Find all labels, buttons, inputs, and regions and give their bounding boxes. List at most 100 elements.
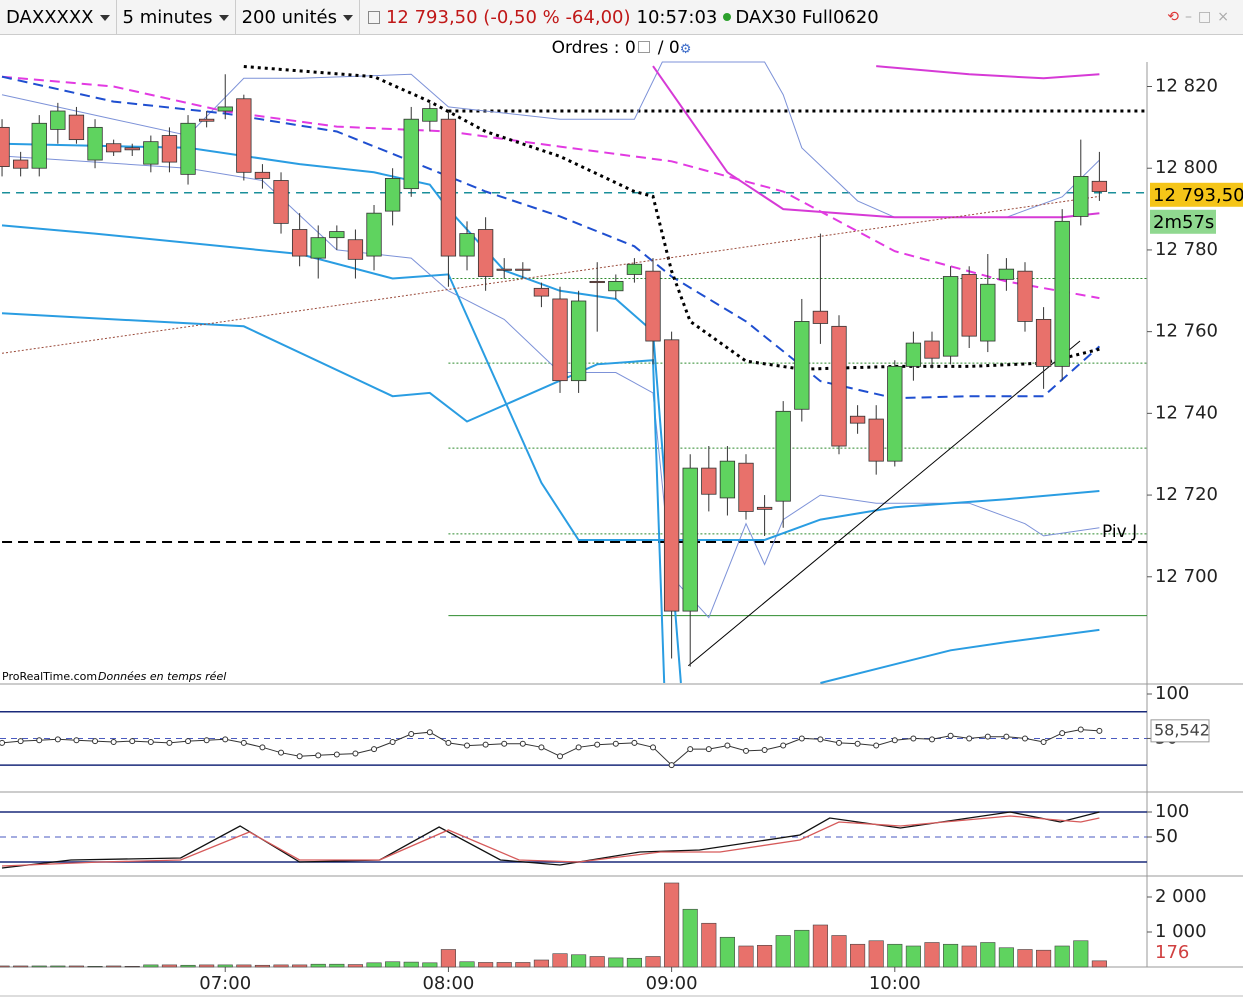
- volume-bar: [589, 956, 605, 968]
- candle-body: [515, 268, 531, 271]
- oscillator-point: [724, 742, 731, 749]
- candle-body: [1017, 270, 1033, 322]
- candle-body: [887, 365, 903, 462]
- volume-bar: [236, 964, 252, 968]
- y-tick-label: 50: [1155, 826, 1178, 847]
- candle-body: [868, 418, 884, 462]
- status-dot: [723, 13, 732, 21]
- oscillator-point: [1059, 730, 1066, 737]
- volume-bar: [0, 965, 10, 968]
- indicator-line: [687, 340, 1081, 667]
- oscillator-point: [333, 751, 340, 758]
- volume-bar: [1091, 960, 1107, 968]
- oscillator-point: [557, 753, 564, 760]
- y-tick-label: 12 740: [1155, 402, 1218, 423]
- oscillator-point: [147, 739, 154, 745]
- volume-bar: [738, 945, 754, 968]
- oscillator-point: [519, 740, 526, 747]
- oscillator-point: [278, 749, 285, 756]
- units-select[interactable]: 200 unités: [236, 0, 360, 34]
- last-price-label: 12 793,50: [1153, 185, 1243, 206]
- candle-body: [849, 415, 866, 424]
- oscillator-point: [54, 736, 61, 743]
- candle-body: [812, 310, 829, 324]
- y-tick-label: 100: [1155, 801, 1189, 822]
- y-tick-label: 100: [1155, 683, 1189, 704]
- volume-bar: [385, 961, 401, 968]
- candle-body: [1054, 220, 1070, 367]
- candle-body: [50, 110, 66, 130]
- volume-bar: [440, 949, 456, 968]
- candle-body: [0, 126, 10, 167]
- last-volume-label: 176: [1155, 942, 1189, 963]
- volume-bar: [13, 965, 29, 968]
- oscillator-point: [92, 738, 99, 745]
- candle-body: [124, 147, 140, 151]
- orders-icon[interactable]: [637, 41, 650, 53]
- candle-body: [980, 283, 996, 342]
- candle-body: [422, 108, 438, 122]
- volume-bar: [31, 965, 47, 968]
- candle-body: [12, 159, 29, 169]
- y-tick-label: 12 780: [1155, 239, 1218, 260]
- volume-bar: [68, 965, 84, 968]
- volume-bar: [1036, 949, 1052, 968]
- oscillator-line: [1, 811, 1100, 869]
- candle-body: [31, 122, 47, 169]
- orders-label: Ordres : 0: [551, 38, 636, 58]
- oscillator-point: [873, 742, 880, 749]
- volume-bar: [905, 945, 921, 968]
- volume-bar: [254, 964, 270, 968]
- volume-bar: [422, 962, 438, 968]
- candle-body: [905, 342, 922, 367]
- oscillator-point: [668, 762, 675, 769]
- oscillator-point: [408, 731, 415, 737]
- volume-bar: [887, 943, 903, 968]
- candle-body: [161, 135, 178, 163]
- volume-bar: [124, 965, 140, 968]
- candle-body: [366, 212, 382, 257]
- indicator-line: [1, 75, 1100, 300]
- source-note: Données en temps réel: [98, 670, 226, 683]
- candle-body: [310, 237, 326, 259]
- candle-body: [831, 325, 847, 447]
- candle-body: [719, 460, 736, 499]
- window-buttons[interactable]: ⟲–□×: [1167, 9, 1235, 25]
- oscillator-point: [240, 739, 247, 746]
- oscillator-point: [389, 739, 396, 745]
- oscillator-point: [966, 735, 973, 742]
- oscillator-point: [315, 752, 322, 759]
- x-tick-label: 07:00: [199, 973, 251, 994]
- volume-bar: [924, 942, 940, 968]
- volume-bar: [161, 964, 177, 968]
- oscillator-point: [817, 736, 824, 743]
- oscillator-point: [1003, 733, 1010, 740]
- candle-body: [105, 143, 122, 153]
- volume-bar: [143, 964, 159, 968]
- oscillator-point: [222, 736, 229, 743]
- oscillator-point: [761, 747, 768, 753]
- oscillator-point: [910, 735, 917, 742]
- oscillator-point: [0, 739, 6, 746]
- oscillator-point: [371, 746, 378, 753]
- candle-body: [143, 141, 159, 165]
- indicator-line: [1, 195, 1100, 354]
- candle-body: [645, 270, 661, 342]
- candle-body: [775, 410, 791, 502]
- candle-body: [198, 118, 215, 122]
- oscillator-point: [1077, 726, 1084, 733]
- candle-body: [403, 118, 419, 190]
- oscillator-point: [538, 744, 545, 751]
- candle-body: [794, 321, 810, 410]
- candle-body: [1035, 318, 1052, 367]
- countdown: 2m57s: [1153, 212, 1214, 233]
- candle-body: [682, 467, 698, 612]
- volume-bar: [459, 961, 475, 968]
- candle-body: [236, 98, 252, 173]
- oscillator-point: [1040, 739, 1047, 745]
- indicator-line: [1, 75, 1101, 400]
- settings-icon[interactable]: ⚙: [679, 42, 692, 57]
- volume-bar: [943, 943, 959, 968]
